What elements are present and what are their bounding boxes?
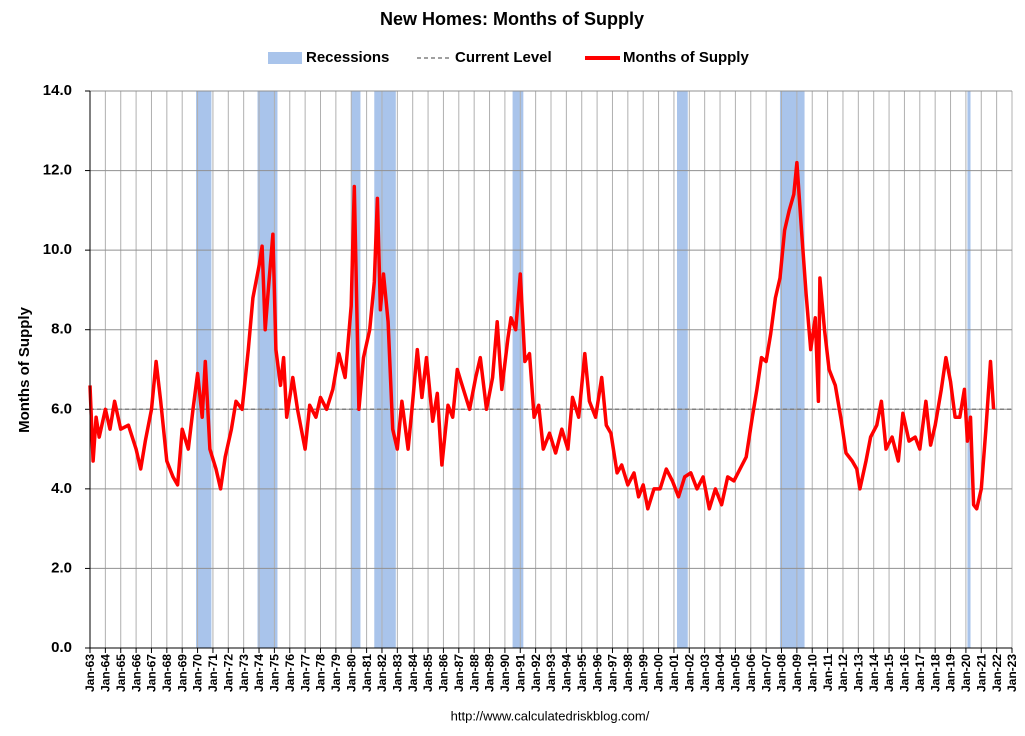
x-tick-label: Jan-76 [283, 654, 297, 692]
x-tick-label: Jan-66 [129, 654, 143, 692]
x-tick-label: Jan-88 [467, 654, 481, 692]
y-axis-label: Months of Supply [16, 306, 33, 432]
y-tick-label: 14.0 [43, 82, 72, 99]
x-tick-label: Jan-17 [913, 654, 927, 692]
recession-band [779, 91, 805, 648]
legend-label: Recessions [306, 49, 389, 66]
x-tick-label: Jan-12 [836, 654, 850, 692]
x-tick-label: Jan-69 [175, 654, 189, 692]
x-tick-label: Jan-09 [790, 654, 804, 692]
x-tick-label: Jan-14 [867, 654, 881, 692]
legend-label: Current Level [455, 49, 552, 66]
y-tick-label: 6.0 [51, 400, 72, 417]
y-tick-label: 8.0 [51, 321, 72, 338]
y-tick-label: 0.0 [51, 639, 72, 656]
x-tick-label: Jan-74 [252, 654, 266, 692]
recession-band [677, 91, 688, 648]
x-tick-label: Jan-07 [759, 654, 773, 692]
x-tick-label: Jan-64 [99, 654, 113, 692]
x-tick-label: Jan-23 [1005, 654, 1019, 692]
y-tick-label: 10.0 [43, 241, 72, 258]
x-tick-label: Jan-05 [729, 654, 743, 692]
plot-area: Jan-63 Jan-64 Jan-65 Jan-66 Jan-67 Jan-68 Jan-… [43, 82, 1019, 692]
y-tick-label: 2.0 [51, 559, 72, 576]
x-tick-label: Jan-00 [652, 654, 666, 692]
x-tick-label: Jan-11 [821, 654, 835, 692]
x-tick-label: Jan-83 [391, 654, 405, 692]
x-tick-label: Jan-20 [959, 654, 973, 692]
x-tick-label: Jan-98 [621, 654, 635, 692]
x-tick-label: Jan-79 [329, 654, 343, 692]
x-tick-label: Jan-89 [483, 654, 497, 692]
chart-title: New Homes: Months of Supply [380, 9, 644, 29]
x-tick-label: Jan-19 [944, 654, 958, 692]
x-tick-label: Jan-75 [268, 654, 282, 692]
x-tick-label: Jan-84 [406, 654, 420, 692]
x-tick-label: Jan-71 [206, 654, 220, 692]
x-tick-label: Jan-67 [145, 654, 159, 692]
x-tick-label: Jan-81 [360, 654, 374, 692]
series-line [88, 160, 996, 511]
x-tick-label: Jan-15 [882, 654, 896, 692]
x-tick-label: Jan-90 [498, 654, 512, 692]
x-tick-label: Jan-77 [298, 654, 312, 692]
x-tick-label: Jan-95 [575, 654, 589, 692]
y-tick-label: 4.0 [51, 480, 72, 497]
x-tick-label: Jan-02 [682, 654, 696, 692]
x-tick-label: Jan-82 [375, 654, 389, 692]
x-tick-label: Jan-85 [421, 654, 435, 692]
recession-band [257, 91, 278, 648]
x-tick-label: Jan-06 [744, 654, 758, 692]
x-tick-label: Jan-86 [437, 654, 451, 692]
x-tick-label: Jan-87 [452, 654, 466, 692]
x-tick-label: Jan-10 [805, 654, 819, 692]
x-tick-label: Jan-72 [221, 654, 235, 692]
x-tick-label: Jan-96 [590, 654, 604, 692]
x-tick-label: Jan-21 [974, 654, 988, 692]
legend-swatch-recessions [268, 52, 302, 64]
x-tick-label: Jan-22 [990, 654, 1004, 692]
x-tick-label: Jan-92 [529, 654, 543, 692]
x-tick-label: Jan-65 [114, 654, 128, 692]
x-tick-label: Jan-63 [83, 654, 97, 692]
y-tick-label: 12.0 [43, 162, 72, 179]
x-tick-label: Jan-94 [560, 654, 574, 692]
legend: Recessions Current Level Months of Suppl… [268, 49, 749, 66]
x-tick-label: Jan-16 [898, 654, 912, 692]
x-tick-label: Jan-03 [698, 654, 712, 692]
x-tick-label: Jan-18 [928, 654, 942, 692]
x-tick-label: Jan-91 [513, 654, 527, 692]
x-tick-label: Jan-01 [667, 654, 681, 692]
recession-band [512, 91, 524, 648]
x-tick-label: Jan-68 [160, 654, 174, 692]
x-tick-label: Jan-97 [606, 654, 620, 692]
recession-band [374, 91, 396, 648]
recession-band [351, 91, 361, 648]
recession-band [967, 91, 971, 648]
legend-label: Months of Supply [623, 49, 749, 66]
x-tick-label: Jan-73 [237, 654, 251, 692]
x-tick-label: Jan-08 [775, 654, 789, 692]
x-tick-label: Jan-80 [344, 654, 358, 692]
source: http://www.calculatedriskblog.com/ [451, 708, 650, 723]
x-tick-label: Jan-99 [636, 654, 650, 692]
x-tick-label: Jan-04 [713, 654, 727, 692]
x-tick-label: Jan-78 [314, 654, 328, 692]
x-tick-label: Jan-13 [852, 654, 866, 692]
x-tick-label: Jan-93 [544, 654, 558, 692]
x-tick-label: Jan-70 [191, 654, 205, 692]
